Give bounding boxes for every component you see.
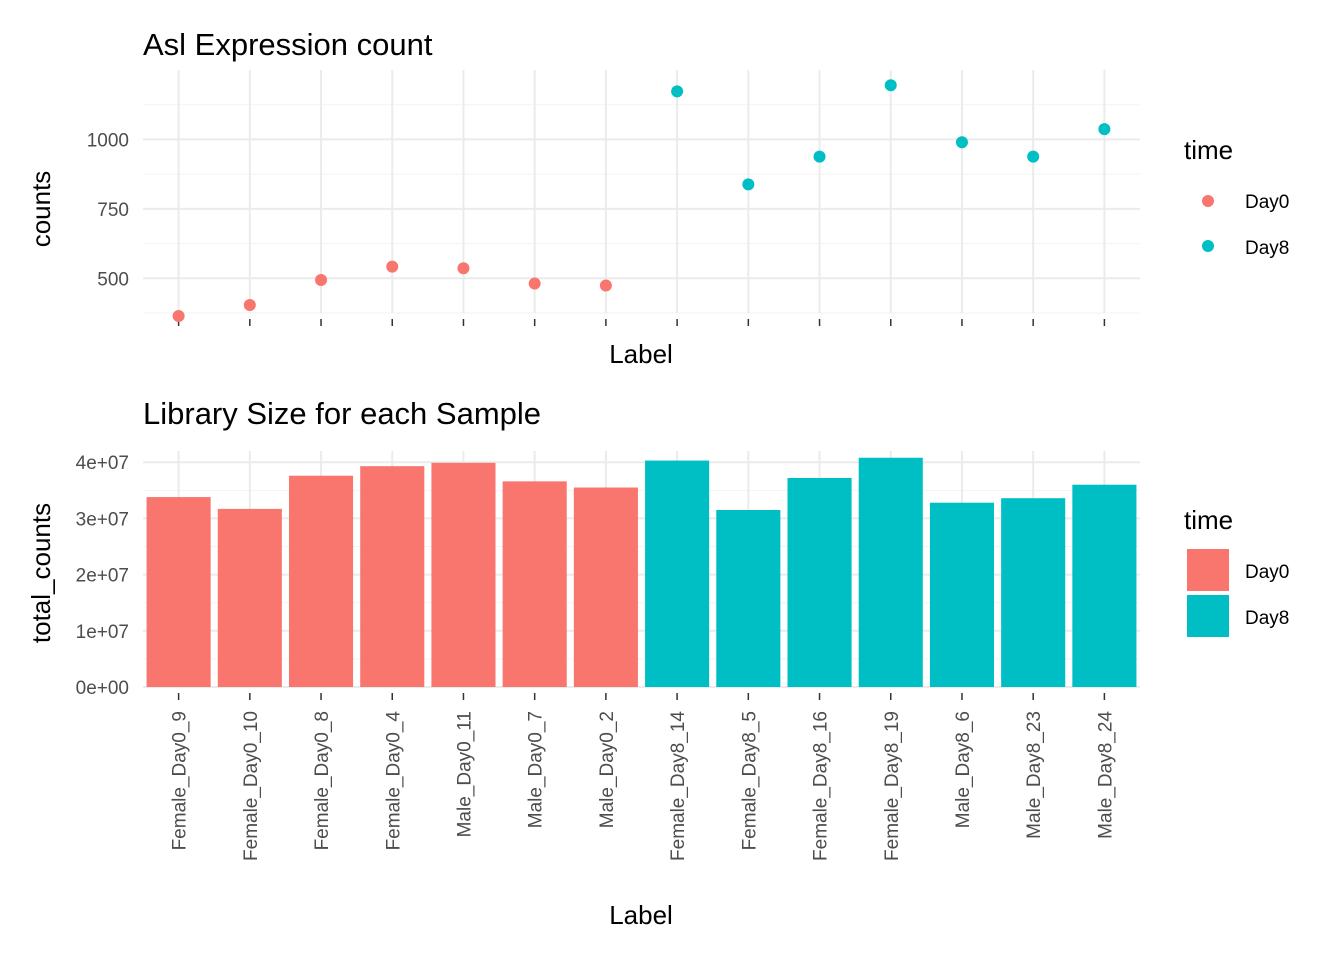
scatter-points (172, 79, 1111, 323)
bar-female-day0-10 (217, 508, 282, 687)
scatter-legend-label-day0: Day0 (1245, 192, 1289, 213)
bar-x-tick-label: Male_Day8_23 (1024, 711, 1045, 839)
scatter-point-male-day8-23 (1027, 150, 1040, 163)
bar-male-day0-7 (502, 481, 567, 687)
scatter-point-male-day8-24 (1098, 123, 1111, 136)
scatter-y-tick-label: 750 (97, 200, 129, 221)
scatter-point-male-day0-11 (457, 262, 470, 275)
scatter-y-axis-title: counts (26, 171, 56, 248)
bar-y-axis-title: total_counts (26, 503, 56, 643)
scatter-point-female-day8-14 (671, 85, 684, 98)
scatter-legend-title: time (1184, 135, 1233, 165)
bar-legend-key-day8 (1187, 595, 1229, 637)
bar-female-day8-14 (645, 460, 710, 687)
bar-x-tick-label: Female_Day0_10 (241, 711, 262, 861)
scatter-legend-key-day0 (1202, 195, 1214, 207)
bar-x-tick-label: Male_Day0_2 (597, 711, 618, 828)
bar-y-tick-label: 2e+07 (76, 566, 129, 587)
bar-male-day0-2 (573, 487, 638, 687)
scatter-x-ticks (177, 319, 1106, 326)
scatter-grid (143, 70, 1140, 314)
scatter-point-female-day8-16 (813, 150, 826, 163)
scatter-panel: Asl Expression count 500 750 1000 Label co… (26, 27, 1289, 369)
bar-y-tick-label: 4e+07 (76, 453, 129, 474)
bar-female-day8-19 (858, 457, 923, 687)
bar-y-tick-label: 3e+07 (76, 509, 129, 530)
scatter-legend-key-day8 (1202, 240, 1214, 252)
bar-y-tick-label: 0e+00 (76, 678, 129, 699)
scatter-y-ticks: 500 750 1000 (87, 130, 129, 290)
scatter-x-axis-title: Label (609, 339, 673, 369)
scatter-legend-label-day8: Day8 (1245, 238, 1289, 259)
bar-x-ticks: Female_Day0_9 Female_Day0_10 Female_Day0_8… (170, 693, 1116, 861)
bar-female-day8-5 (716, 510, 781, 687)
scatter-point-male-day0-7 (528, 277, 541, 290)
bar-x-tick-label: Female_Day0_9 (170, 711, 191, 850)
bar-legend-label-day8: Day8 (1245, 608, 1289, 629)
scatter-point-female-day0-8 (315, 273, 328, 286)
scatter-point-female-day0-10 (243, 298, 256, 311)
bar-x-tick-label: Male_Day0_7 (526, 711, 547, 828)
bar-x-tick-label: Female_Day8_14 (668, 711, 689, 861)
bar-x-tick-label: Male_Day8_24 (1095, 711, 1116, 839)
scatter-y-tick-label: 1000 (87, 130, 129, 151)
bar-x-axis-title: Label (609, 900, 673, 930)
bar-legend: time Day0 Day8 (1184, 505, 1289, 637)
bar-y-ticks: 0e+00 1e+07 2e+07 3e+07 4e+07 (76, 453, 129, 699)
bar-bars (146, 457, 1137, 687)
bar-x-tick-label: Female_Day8_19 (882, 711, 903, 861)
bar-male-day0-11 (431, 462, 496, 687)
scatter-point-female-day0-4 (386, 260, 399, 273)
scatter-point-male-day0-2 (599, 279, 612, 292)
bar-panel: Library Size for each Sample 0e+00 1e+07 2… (26, 396, 1289, 930)
bar-male-day8-23 (1001, 498, 1066, 687)
bar-x-tick-label: Female_Day0_4 (383, 711, 404, 851)
bar-female-day8-16 (787, 477, 852, 687)
scatter-legend: time Day0 Day8 (1184, 135, 1289, 259)
bar-x-tick-label: Female_Day8_16 (811, 711, 832, 861)
bar-x-tick-label: Male_Day0_11 (454, 711, 475, 837)
scatter-point-female-day8-19 (884, 79, 897, 92)
bar-female-day0-9 (146, 497, 211, 687)
bar-x-tick-label: Male_Day8_6 (953, 711, 974, 828)
scatter-point-male-day8-6 (955, 136, 968, 149)
bar-x-tick-label: Female_Day8_5 (739, 711, 760, 850)
bar-title: Library Size for each Sample (143, 396, 541, 431)
bar-female-day0-8 (288, 475, 354, 687)
scatter-point-female-day8-5 (742, 178, 755, 191)
scatter-point-female-day0-9 (172, 310, 185, 323)
bar-male-day8-24 (1072, 484, 1137, 687)
bar-x-tick-label: Female_Day0_8 (312, 711, 333, 850)
bar-female-day0-4 (360, 466, 425, 687)
bar-y-tick-label: 1e+07 (76, 622, 129, 643)
bar-legend-label-day0: Day0 (1245, 562, 1289, 583)
bar-male-day8-6 (929, 502, 995, 687)
scatter-title: Asl Expression count (143, 27, 433, 62)
scatter-y-tick-label: 500 (97, 269, 129, 290)
bar-legend-key-day0 (1187, 549, 1229, 591)
bar-legend-title: time (1184, 505, 1233, 535)
